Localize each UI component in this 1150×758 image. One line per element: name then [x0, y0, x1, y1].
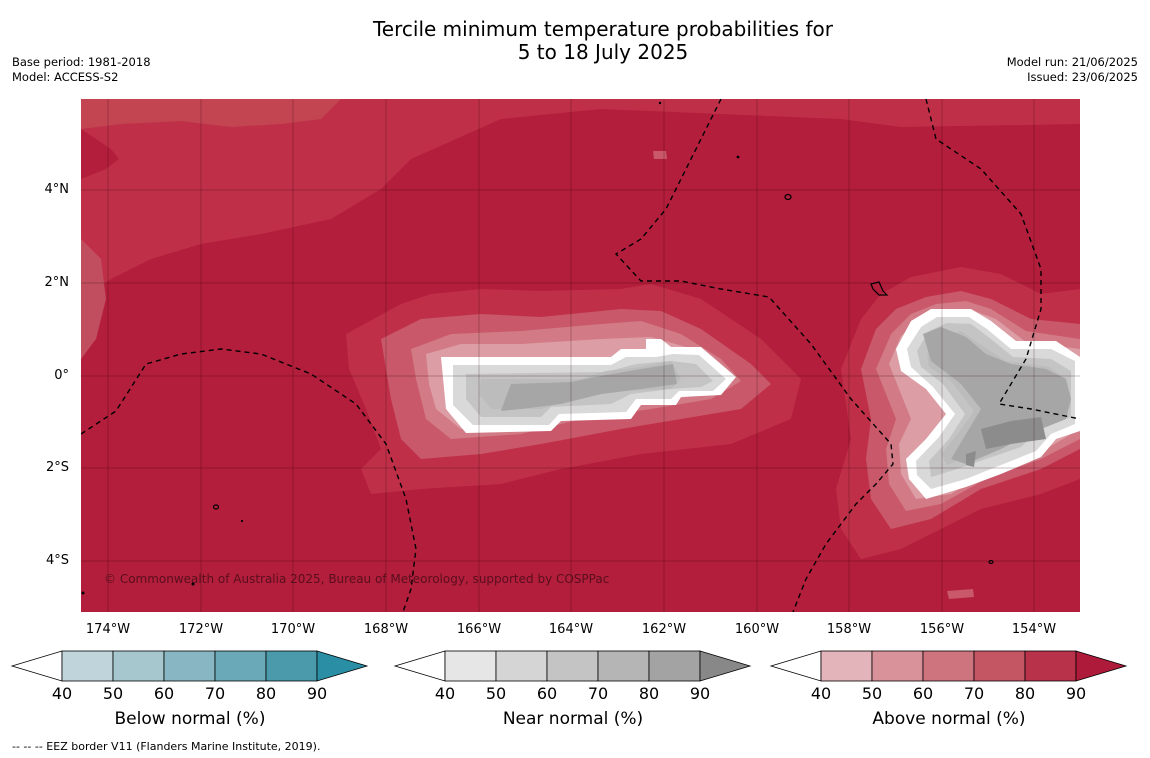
island-outlines: [212, 193, 994, 565]
lat-label-2n: 2°N: [44, 275, 70, 290]
colorbar-above-normal: [769, 650, 1128, 682]
colorbar-above-60: [871, 650, 924, 682]
colorbar-near-90: [699, 650, 752, 682]
probability-map: © Commonwealth of Australia 2025, Bureau…: [81, 99, 1080, 612]
meta-left: Base period: 1981-2018 Model: ACCESS-S2: [12, 55, 151, 85]
legend-below-tick-70: 70: [204, 684, 226, 703]
colorbar-near-50: [444, 650, 497, 682]
lon-label-168w: 168°W: [363, 622, 409, 637]
legend-above-tick-70: 70: [963, 684, 985, 703]
legend-below-tick-60: 60: [153, 684, 175, 703]
colorbar-near-normal: [393, 650, 752, 682]
title-line-2: 5 to 18 July 2025: [517, 40, 689, 64]
colorbar-above-90: [1075, 650, 1128, 682]
lat-label-4s: 4°S: [45, 553, 69, 568]
eez-borders: [81, 99, 1080, 612]
colorbar-below-40: [10, 650, 63, 682]
legend-near-tick-90: 90: [689, 684, 711, 703]
colorbar-below-50: [61, 650, 114, 682]
issued-date: Issued: 23/06/2025: [1027, 70, 1138, 84]
above-90-inset-nw: [81, 129, 119, 179]
colorbar-below-90: [316, 650, 369, 682]
near-80-west: [501, 364, 677, 411]
colorbar-above-80: [973, 650, 1026, 682]
eez-footnote: -- -- -- EEZ border V11 (Flanders Marine…: [12, 740, 321, 753]
copyright-notice: © Commonwealth of Australia 2025, Bureau…: [104, 572, 610, 586]
lat-label-2s: 2°S: [45, 460, 69, 475]
lon-label-162w: 162°W: [641, 622, 687, 637]
colorbar-near-40: [393, 650, 446, 682]
colorbar-near-80: [597, 650, 650, 682]
legend-above-normal: 40 50 60 70 80 90 Above normal (%): [769, 650, 1129, 746]
legend-near-tick-50: 50: [485, 684, 507, 703]
colorbar-below-normal: [10, 650, 369, 682]
colorbar-near-85: [648, 650, 701, 682]
legend-below-tick-50: 50: [102, 684, 124, 703]
meta-right: Model run: 21/06/2025 Issued: 23/06/2025: [1007, 55, 1138, 85]
legend-below-tick-40: 40: [51, 684, 73, 703]
lat-label-4n: 4°N: [44, 182, 70, 197]
model-name: Model: ACCESS-S2: [12, 70, 119, 84]
legend-near-normal: 40 50 60 70 80 90 Near normal (%): [393, 650, 753, 746]
colorbar-near-70: [546, 650, 599, 682]
colorbar-below-60: [112, 650, 165, 682]
legend-near-tick-40: 40: [434, 684, 456, 703]
colorbar-above-50: [820, 650, 873, 682]
title-line-1: Tercile minimum temperature probabilitie…: [372, 17, 834, 41]
lon-label-154w: 154°W: [1011, 622, 1057, 637]
legend-above-title: Above normal (%): [872, 709, 1026, 729]
above-70-island-patch: [653, 151, 667, 159]
lon-label-158w: 158°W: [826, 622, 872, 637]
near-90-east-small: [966, 451, 976, 467]
colorbar-below-85: [265, 650, 318, 682]
legend-near-tick-80: 80: [638, 684, 660, 703]
lon-label-166w: 166°W: [456, 622, 502, 637]
graticule: [81, 99, 1080, 612]
colorbar-below-80: [214, 650, 267, 682]
legend-near-tick-60: 60: [536, 684, 558, 703]
legend-below-tick-90: 90: [306, 684, 328, 703]
lon-label-172w: 172°W: [178, 622, 224, 637]
colorbar-above-85: [1024, 650, 1077, 682]
above-70-band-north: [81, 99, 341, 129]
colorbar-above-70: [922, 650, 975, 682]
legend-above-tick-40: 40: [810, 684, 832, 703]
map-canvas: [81, 99, 1080, 612]
lat-label-0: 0°: [54, 368, 69, 383]
above-80-band-north: [81, 99, 1080, 299]
above-70-band-west: [81, 239, 106, 359]
legend-below-tick-80: 80: [255, 684, 277, 703]
legend-above-tick-60: 60: [912, 684, 934, 703]
lon-label-164w: 164°W: [548, 622, 594, 637]
lon-label-174w: 174°W: [85, 622, 131, 637]
colorbar-above-40: [769, 650, 822, 682]
colorbar-near-60: [495, 650, 548, 682]
lon-label-170w: 170°W: [270, 622, 316, 637]
island-dots: [81, 101, 740, 595]
colorbar-below-70: [163, 650, 216, 682]
legend-above-tick-50: 50: [861, 684, 883, 703]
legend-below-title: Below normal (%): [114, 709, 266, 729]
chart-title: Tercile minimum temperature probabilitie…: [0, 18, 1150, 64]
near-90-east: [981, 417, 1046, 449]
lon-label-160w: 160°W: [734, 622, 780, 637]
model-run: Model run: 21/06/2025: [1006, 55, 1138, 69]
legend-near-title: Near normal (%): [502, 709, 644, 729]
base-period: Base period: 1981-2018: [12, 55, 151, 69]
legend-above-tick-90: 90: [1065, 684, 1087, 703]
legend-above-tick-80: 80: [1014, 684, 1036, 703]
legend-near-tick-70: 70: [587, 684, 609, 703]
legend-below-normal: 40 50 60 70 80 90 Below normal (%): [10, 650, 370, 746]
lon-label-156w: 156°W: [919, 622, 965, 637]
above-70-south-patch: [947, 589, 974, 599]
